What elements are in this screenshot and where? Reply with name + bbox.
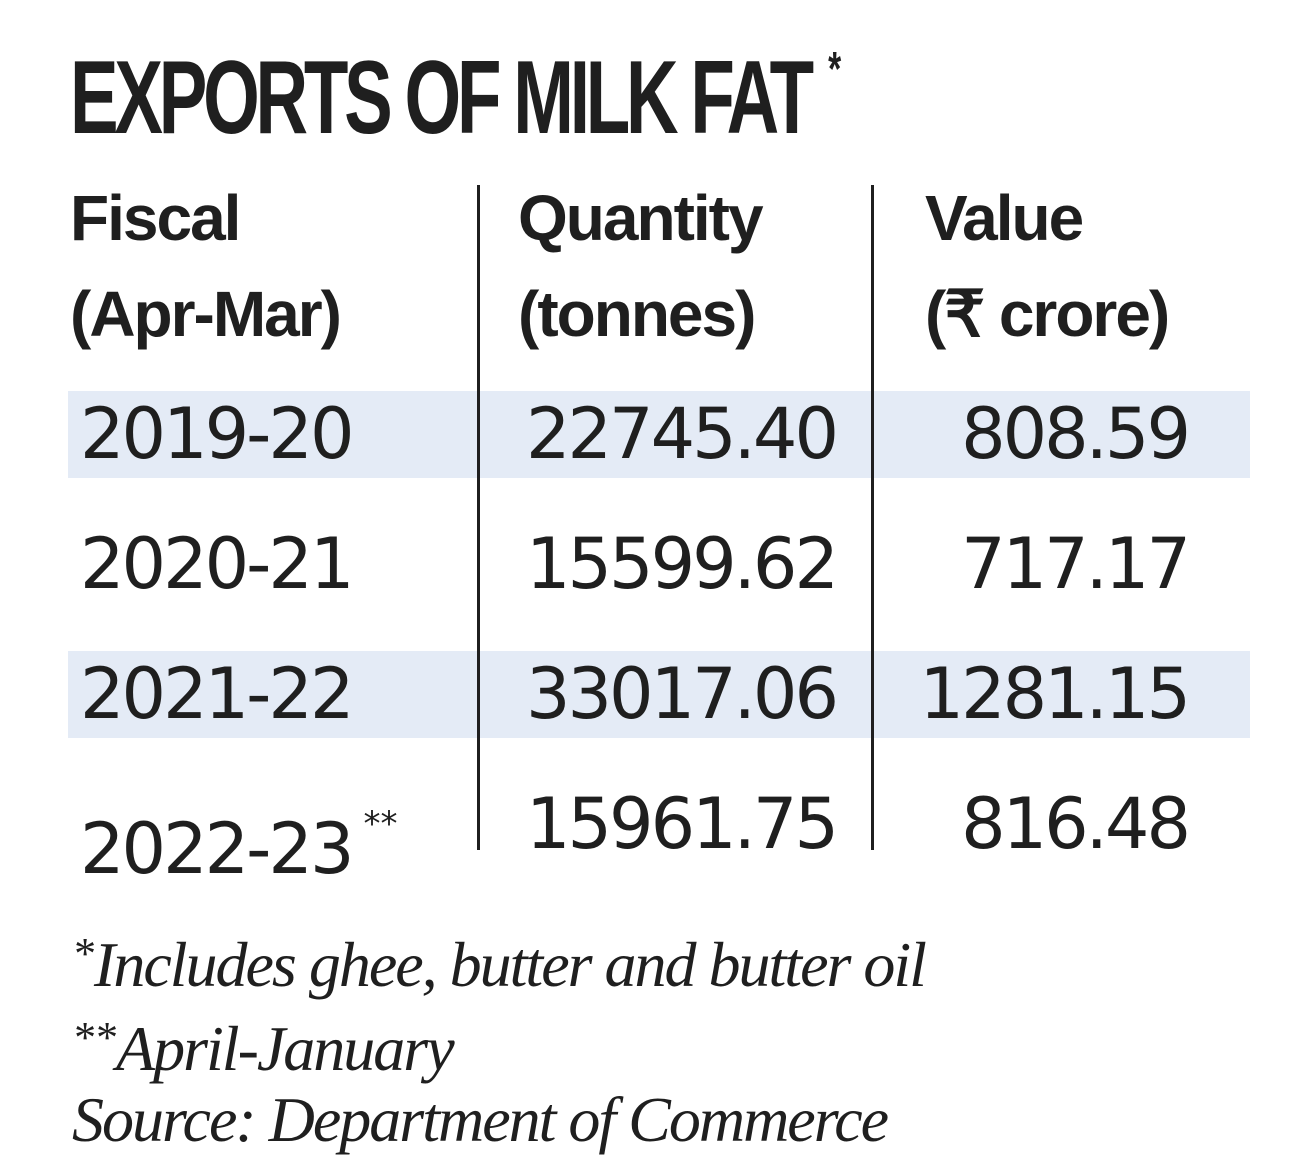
row-4-marker: ** [363, 804, 398, 844]
row-1-quantity: 22745.40 [525, 393, 839, 475]
row-2-value: 717.17 [961, 523, 1191, 605]
footnote-1: *Includes ghee, butter and butter oil [72, 912, 927, 1007]
row-4-fiscal-text: 2022-23 [80, 808, 354, 890]
header-quantity-line2: (tonnes) [518, 278, 756, 350]
header-value-line1: Value [925, 182, 1084, 254]
header-fiscal-line2: (Apr-Mar) [70, 278, 342, 350]
footnote-2-marker: ** [72, 1013, 116, 1062]
chart-title-text: EXPORTS OF MILK FAT [70, 40, 814, 156]
row-2-fiscal: 2020-21 [80, 521, 354, 608]
row-3-quantity: 33017.06 [525, 653, 839, 735]
row-band-3 [68, 651, 1250, 738]
header-value: Value (₹ crore) [925, 170, 1170, 362]
row-3-value: 1281.15 [919, 653, 1191, 735]
chart-title: EXPORTS OF MILK FAT * [70, 10, 841, 158]
footnote-2: **April-January [72, 996, 455, 1091]
row-3-fiscal-text: 2021-22 [80, 653, 354, 735]
header-quantity: Quantity (tonnes) [518, 170, 764, 362]
header-value-line2: (₹ crore) [925, 278, 1170, 350]
footnote-2-text: April-January [116, 1013, 455, 1084]
row-3-fiscal: 2021-22 [80, 651, 354, 738]
row-2-quantity: 15599.62 [525, 523, 839, 605]
row-4-quantity: 15961.75 [525, 783, 839, 865]
row-1-fiscal: 2019-20 [80, 391, 354, 478]
header-fiscal: Fiscal (Apr-Mar) [70, 170, 342, 362]
row-4-value: 816.48 [961, 783, 1191, 865]
row-2-fiscal-text: 2020-21 [80, 523, 354, 605]
row-1-fiscal-text: 2019-20 [80, 393, 354, 475]
row-band-1 [68, 391, 1250, 478]
chart-title-marker: * [828, 43, 842, 96]
row-1-value: 808.59 [961, 393, 1191, 475]
source-note: Source: Department of Commerce [72, 1078, 889, 1162]
source-note-text: Source: Department of Commerce [72, 1084, 889, 1155]
header-fiscal-line1: Fiscal [70, 182, 241, 254]
header-quantity-line1: Quantity [518, 182, 764, 254]
footnote-1-marker: * [72, 929, 94, 978]
column-divider-1 [477, 185, 480, 850]
column-divider-2 [871, 185, 874, 850]
footnote-1-text: Includes ghee, butter and butter oil [94, 929, 927, 1000]
row-4-fiscal: 2022-23 ** [80, 781, 397, 893]
